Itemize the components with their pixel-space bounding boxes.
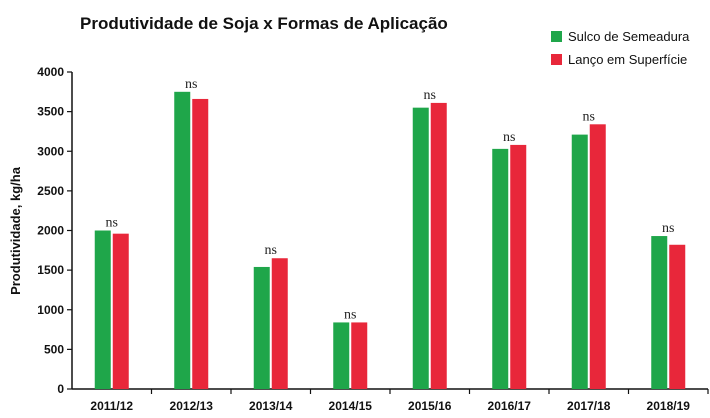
bar-lanco-2011-12: [112, 233, 129, 389]
significance-label: ns: [424, 88, 436, 103]
bar-lanco-2015-16: [430, 102, 447, 389]
x-tick-label: 2018/19: [647, 399, 691, 413]
bar-sulco-2013-14: [253, 266, 270, 389]
bar-lanco-2018-19: [669, 244, 686, 389]
legend-label-sulco: Sulco de Semeadura: [568, 29, 690, 44]
bar-lanco-2013-14: [271, 258, 288, 389]
x-tick-label: 2015/16: [408, 399, 452, 413]
bar-sulco-2011-12: [94, 230, 111, 389]
legend-label-lanco: Lanço em Superfície: [568, 52, 687, 67]
bar-sulco-2012-13: [174, 91, 191, 389]
chart-title: Produtividade de Soja x Formas de Aplica…: [80, 14, 448, 33]
bar-sulco-2014-15: [333, 322, 350, 389]
y-tick-label: 0: [57, 382, 64, 396]
y-tick-label: 2000: [37, 224, 64, 238]
significance-label: ns: [106, 216, 118, 231]
x-tick-label: 2016/17: [488, 399, 532, 413]
x-tick-label: 2014/15: [329, 399, 373, 413]
bar-sulco-2017-18: [571, 134, 588, 389]
significance-label: ns: [344, 307, 356, 322]
y-tick-label: 1000: [37, 303, 64, 317]
legend-swatch-sulco: [551, 31, 562, 42]
x-tick-label: 2017/18: [567, 399, 611, 413]
bar-lanco-2016-17: [510, 144, 527, 389]
y-tick-label: 2500: [37, 184, 64, 198]
bar-sulco-2015-16: [412, 107, 429, 389]
bar-lanco-2017-18: [589, 124, 606, 390]
bar-lanco-2014-15: [351, 322, 368, 389]
legend: Sulco de Semeadura Lanço em Superfície: [551, 29, 690, 67]
y-tick-label: 3000: [37, 144, 64, 158]
bar-sulco-2016-17: [492, 148, 509, 389]
significance-label: ns: [662, 221, 674, 236]
x-tick-label: 2013/14: [249, 399, 293, 413]
legend-swatch-lanco: [551, 54, 562, 65]
significance-label: ns: [583, 109, 595, 124]
significance-label: ns: [503, 130, 515, 145]
y-tick-label: 4000: [37, 65, 64, 79]
x-tick-label: 2011/12: [90, 399, 133, 413]
y-axis-label: Produtividade, kg/ha: [8, 166, 23, 295]
significance-label: ns: [265, 243, 277, 258]
x-tick-label: 2012/13: [170, 399, 214, 413]
y-tick-label: 500: [44, 342, 64, 356]
bar-lanco-2012-13: [192, 98, 209, 389]
significance-label: ns: [185, 77, 197, 92]
bar-sulco-2018-19: [651, 236, 668, 389]
y-tick-label: 1500: [37, 263, 64, 277]
plot-area: 0 500 1000 1500 2000 2500 3000 3500 4000 2011/12 n…: [37, 65, 709, 413]
y-tick-label: 3500: [37, 105, 64, 119]
